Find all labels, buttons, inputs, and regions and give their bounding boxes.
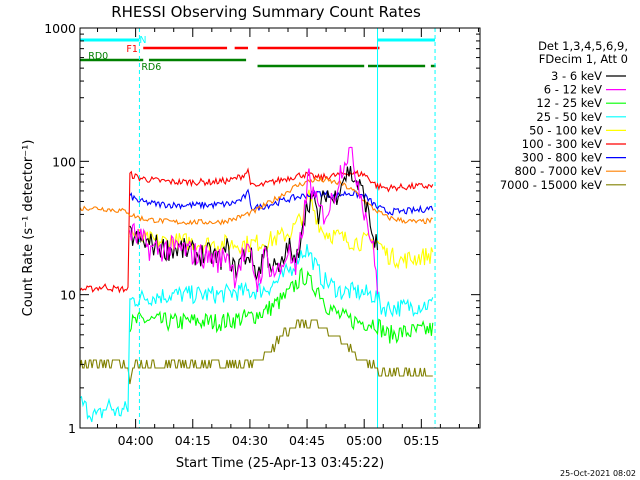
- x-tick-label: 04:45: [289, 433, 325, 448]
- legend-label-7000-15000-kev: 7000 - 15000 keV: [500, 178, 602, 192]
- flag-label-f1: F1: [126, 44, 138, 55]
- legend-label-6-12-kev: 6 - 12 keV: [544, 83, 602, 97]
- y-tick-label: 10: [60, 288, 76, 303]
- series-line-100-300-kev: [79, 167, 434, 294]
- y-tick-label: 1000: [44, 21, 76, 36]
- axes: 04:00 04:15 04:30 04:45 05:00 05:15 1 10 100 1000: [44, 21, 480, 448]
- legend-label-50-100-kev: 50 - 100 keV: [529, 123, 602, 137]
- series-line-800-7000-kev: [79, 176, 433, 226]
- legend-header-line-2: FDecim 1, Att 0: [539, 52, 628, 66]
- y-tick-label: 100: [52, 154, 76, 169]
- series-line-12-25-kev: [129, 267, 434, 344]
- series-line-3-6-kev: [129, 166, 379, 281]
- series-line-6-12-kev: [129, 146, 379, 295]
- flag-label-rd0: RD0: [88, 51, 108, 62]
- series-line-300-800-kev: [129, 188, 434, 216]
- legend-label-25-50-kev: 25 - 50 keV: [536, 110, 602, 124]
- x-tick-label: 04:30: [232, 433, 268, 448]
- flag-label-n: N: [139, 35, 146, 46]
- legend-label-100-300-kev: 100 - 300 keV: [522, 137, 602, 151]
- legend-label-300-800-kev: 300 - 800 keV: [522, 151, 602, 165]
- series-line-50-100-kev: [129, 189, 434, 270]
- series-line-25-50-kev: [79, 244, 434, 423]
- x-tick-label: 05:15: [403, 433, 439, 448]
- series-lines: [79, 146, 434, 423]
- legend-label-800-7000-kev: 800 - 7000 keV: [514, 164, 602, 178]
- y-axis-label: Count Rate (s⁻¹ detector⁻¹): [21, 140, 36, 317]
- chart-title: RHESSI Observing Summary Count Rates: [111, 3, 421, 21]
- legend: Det 1,3,4,5,6,9, FDecim 1, Att 0 3 - 6 k…: [500, 39, 628, 192]
- x-tick-label: 04:00: [118, 433, 154, 448]
- legend-label-12-25-kev: 12 - 25 keV: [536, 96, 602, 110]
- plot-frame: [79, 27, 481, 429]
- x-tick-label: 05:00: [346, 433, 382, 448]
- timestamp: 25-Oct-2021 08:02: [560, 469, 636, 478]
- y-tick-label: 1: [68, 421, 76, 436]
- flag-label-rd6: RD6: [141, 62, 161, 73]
- x-axis-label: Start Time (25-Apr-13 03:45:22): [176, 456, 384, 471]
- observing-flags: NF1 RD0 RD6: [80, 35, 436, 73]
- x-tick-label: 04:15: [175, 433, 211, 448]
- legend-header-line-1: Det 1,3,4,5,6,9,: [538, 39, 628, 53]
- legend-label-3-6-kev: 3 - 6 keV: [551, 69, 602, 83]
- series-line-7000-15000-kev: [79, 319, 433, 385]
